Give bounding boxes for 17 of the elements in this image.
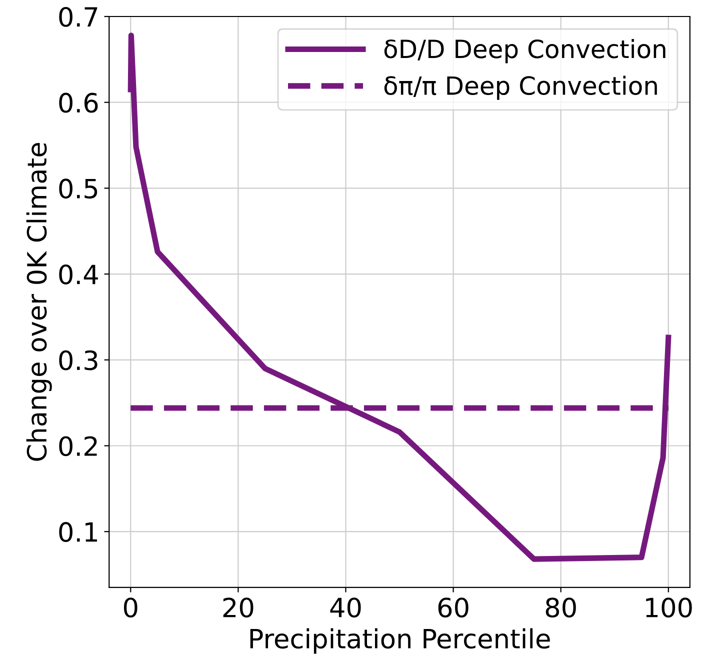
y-tick-label: 0.1	[59, 522, 97, 542]
x-tick-label: 60	[438, 598, 468, 618]
legend-label: δD/D Deep Convection	[384, 39, 666, 64]
y-tick-label: 0.5	[59, 178, 98, 199]
legend-label: δπ/π Deep Convection	[384, 76, 657, 100]
x-tick-label: 20	[223, 598, 254, 618]
y-tick-label: 0.2	[59, 436, 97, 456]
y-tick-label: 0.7	[59, 6, 98, 27]
x-tick-label: 40	[330, 598, 361, 618]
y-tick-label: 0.6	[59, 92, 98, 113]
x-axis-title: Precipitation Percentile	[250, 628, 550, 654]
y-tick-label: 0.3	[59, 350, 98, 370]
x-tick-label: 80	[546, 598, 576, 618]
y-axis-title: Change over 0K Climate	[26, 143, 52, 461]
x-tick-label: 0	[124, 598, 138, 618]
y-tick-label: 0.4	[59, 264, 98, 284]
x-tick-label: 100	[646, 598, 692, 618]
